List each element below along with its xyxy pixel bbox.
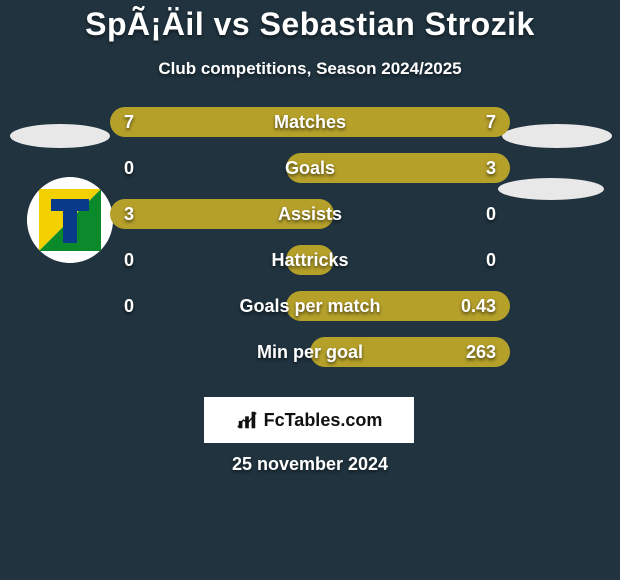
fctables-badge: FcTables.com <box>204 397 414 443</box>
stat-value-right: 3 <box>486 153 496 183</box>
stat-bar-left <box>286 245 310 275</box>
stat-bar-right <box>310 199 334 229</box>
stat-bar-left <box>286 291 310 321</box>
stat-value-right: 0 <box>486 245 496 275</box>
stat-value-left: 3 <box>124 199 134 229</box>
player-right-placeholder-ellipse <box>502 124 612 148</box>
stat-bar-full <box>110 107 510 137</box>
stat-value-right: 0 <box>486 199 496 229</box>
stat-bar-left <box>286 153 310 183</box>
club-badge-icon <box>27 177 113 263</box>
stat-value-left: 0 <box>124 153 134 183</box>
stat-row: Assists30 <box>110 199 510 229</box>
stat-value-right: 7 <box>486 107 496 137</box>
stat-row: Matches77 <box>110 107 510 137</box>
stat-bar-right <box>310 153 510 183</box>
player-left-placeholder-ellipse <box>10 124 110 148</box>
club-badge-left <box>27 177 113 263</box>
stat-row: Hattricks00 <box>110 245 510 275</box>
page-title: SpÃ¡Äil vs Sebastian Strozik <box>0 0 620 43</box>
stat-row: Min per goal263 <box>110 337 510 367</box>
stat-row: Goals03 <box>110 153 510 183</box>
snapshot-date: 25 november 2024 <box>0 454 620 475</box>
stat-value-left: 7 <box>124 107 134 137</box>
stat-bar-left <box>110 199 310 229</box>
player-right-placeholder-ellipse-2 <box>498 178 604 200</box>
page-subtitle: Club competitions, Season 2024/2025 <box>0 59 620 79</box>
bar-chart-icon <box>236 409 258 431</box>
stat-value-right: 0.43 <box>461 291 496 321</box>
stat-value-right: 263 <box>466 337 496 367</box>
fctables-text: FcTables.com <box>264 410 383 431</box>
stat-bar-right <box>310 245 334 275</box>
stat-row: Goals per match00.43 <box>110 291 510 321</box>
stat-value-left: 0 <box>124 245 134 275</box>
stat-value-left: 0 <box>124 291 134 321</box>
